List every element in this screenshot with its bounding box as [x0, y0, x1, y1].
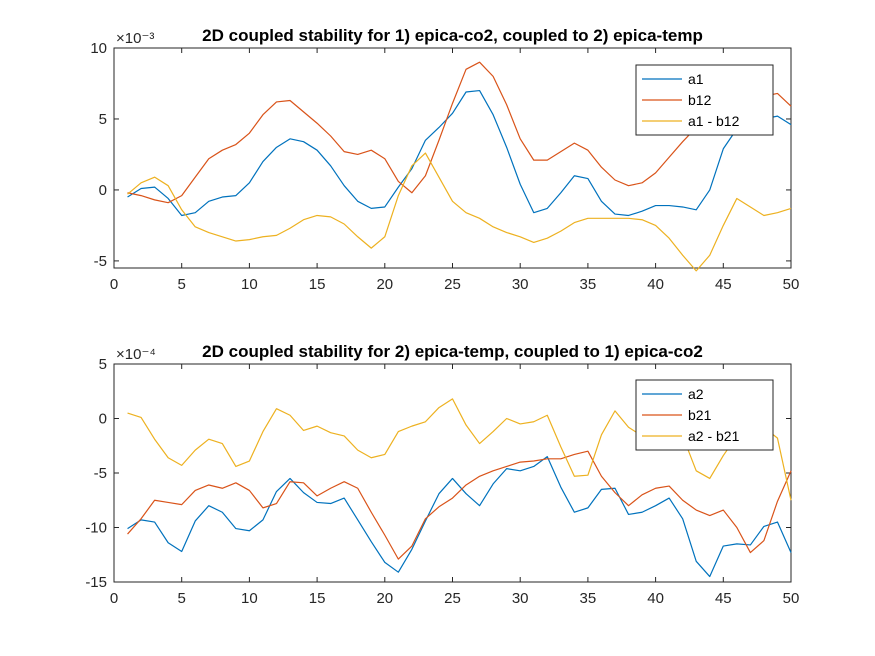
x-tick-label: 25 — [444, 276, 461, 293]
y-tick-label: 5 — [99, 111, 107, 128]
x-tick-label: 15 — [309, 276, 326, 293]
y-tick-label: -10 — [85, 520, 107, 537]
x-tick-label: 30 — [512, 276, 529, 293]
x-tick-label: 10 — [241, 590, 258, 607]
x-tick-label: 20 — [376, 590, 393, 607]
legend-label: a1 — [688, 71, 704, 87]
x-tick-label: 35 — [580, 590, 597, 607]
y-tick-label: -15 — [85, 574, 107, 591]
series-line-a2 — [127, 456, 792, 578]
legend: a2 b21 a2 - b21 — [635, 379, 774, 451]
x-tick-label: 0 — [110, 590, 118, 607]
legend-label: a1 - b12 — [688, 113, 740, 129]
legend: a1 b12 a1 - b12 — [635, 64, 774, 136]
chart-title: 2D coupled stability for 1) epica-co2, c… — [202, 26, 703, 45]
y-tick-label: 0 — [99, 182, 107, 199]
x-tick-label: 10 — [241, 276, 258, 293]
y-tick-label: 5 — [99, 356, 107, 373]
x-tick-label: 5 — [178, 590, 186, 607]
x-tick-label: 35 — [580, 276, 597, 293]
chart-title: 2D coupled stability for 2) epica-temp, … — [202, 342, 703, 361]
legend-label: b21 — [688, 407, 712, 423]
x-tick-label: 25 — [444, 590, 461, 607]
x-tick-label: 45 — [715, 276, 732, 293]
x-tick-label: 0 — [110, 276, 118, 293]
y-tick-label: -5 — [94, 253, 107, 270]
x-tick-label: 50 — [783, 276, 800, 293]
series-line-a1 — [127, 89, 792, 217]
y-tick-label: -5 — [94, 465, 107, 482]
y-tick-label: 0 — [99, 411, 107, 428]
y-axis-exponent-label: ×10⁻³ — [116, 30, 154, 47]
y-tick-label: 10 — [90, 40, 107, 57]
legend-label: b12 — [688, 92, 712, 108]
x-tick-label: 5 — [178, 276, 186, 293]
legend-label: a2 - b21 — [688, 428, 740, 444]
x-tick-label: 40 — [647, 590, 664, 607]
series-line-b12 — [127, 61, 792, 204]
y-axis-exponent-label: ×10⁻⁴ — [116, 346, 156, 363]
x-tick-label: 30 — [512, 590, 529, 607]
series-line-b21 — [127, 450, 792, 560]
x-tick-label: 15 — [309, 590, 326, 607]
series-line-a1-b12 — [127, 152, 792, 272]
legend-label: a2 — [688, 386, 704, 402]
x-tick-label: 45 — [715, 590, 732, 607]
x-tick-label: 20 — [376, 276, 393, 293]
bottom-subplot: 0 5 10 15 20 25 30 35 40 45 50 -15 -10 -5 0 5 ×10⁻⁴ 2D co… — [85, 342, 799, 607]
x-tick-label: 40 — [647, 276, 664, 293]
x-tick-label: 50 — [783, 590, 800, 607]
